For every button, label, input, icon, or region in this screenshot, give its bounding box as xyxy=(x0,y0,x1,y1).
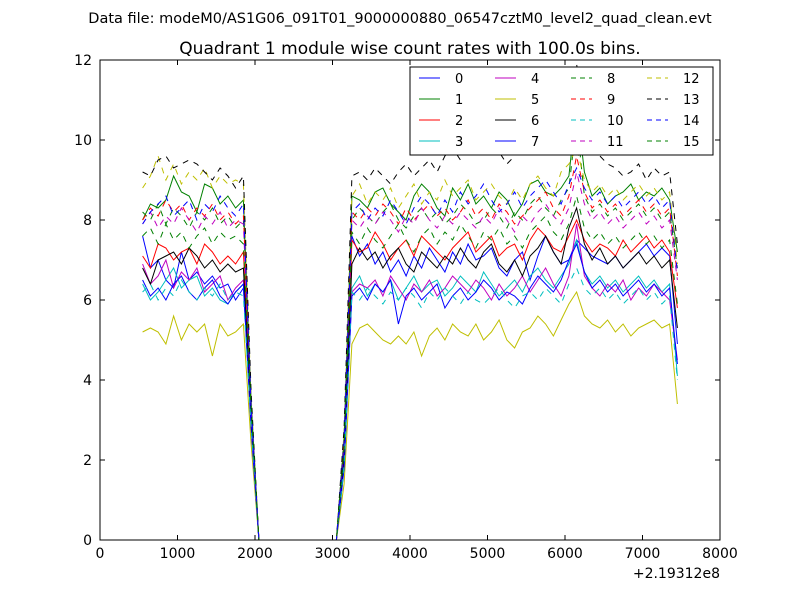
legend-label-9: 9 xyxy=(607,93,615,108)
legend-box xyxy=(409,66,714,156)
y-tick-label: 0 xyxy=(83,533,92,549)
legend-label-2: 2 xyxy=(455,114,463,129)
x-tick-label: 1000 xyxy=(160,546,196,562)
series-line-10 xyxy=(142,266,678,541)
series-line-8 xyxy=(142,119,678,541)
legend-label-7: 7 xyxy=(531,135,539,150)
x-tick-label: 4000 xyxy=(392,546,428,562)
legend-label-15: 15 xyxy=(683,135,700,150)
x-tick-label: 5000 xyxy=(470,546,506,562)
legend-label-14: 14 xyxy=(683,114,700,129)
y-tick-label: 6 xyxy=(83,293,92,309)
y-tick-label: 8 xyxy=(83,213,92,229)
series-line-9 xyxy=(142,155,678,541)
x-tick-label: 0 xyxy=(96,546,105,562)
y-tick-label: 12 xyxy=(74,53,92,69)
legend-label-0: 0 xyxy=(455,72,463,87)
series-line-1 xyxy=(142,103,678,541)
x-axis-offset-label: +2.19312e8 xyxy=(633,566,720,582)
y-tick-label: 4 xyxy=(83,373,92,389)
legend-label-1: 1 xyxy=(455,93,463,108)
x-tick-label: 2000 xyxy=(237,546,273,562)
series-line-15 xyxy=(142,194,678,541)
legend-label-3: 3 xyxy=(455,135,463,150)
series-line-6 xyxy=(142,206,678,541)
legend-label-10: 10 xyxy=(607,114,624,129)
series-line-11 xyxy=(142,171,678,541)
y-tick-label: 10 xyxy=(74,133,92,149)
legend-label-13: 13 xyxy=(683,93,700,108)
axis-ticks: 0 1000 2000 3000 4000 5000 6000 7000 80000246810… xyxy=(74,53,738,562)
legend-label-5: 5 xyxy=(531,93,539,108)
series-line-12 xyxy=(142,146,678,541)
y-tick-label: 2 xyxy=(83,453,92,469)
figure-suptitle: Data file: modeM0/AS1G06_091T01_90000008… xyxy=(88,11,712,27)
series-line-2 xyxy=(142,218,678,541)
series-line-7 xyxy=(142,242,678,541)
chart-title: Quadrant 1 module wise count rates with … xyxy=(179,39,640,59)
series-line-5 xyxy=(142,290,678,541)
legend-label-12: 12 xyxy=(683,72,700,87)
plot-area xyxy=(142,63,678,541)
legend-label-8: 8 xyxy=(607,72,615,87)
x-tick-label: 6000 xyxy=(547,546,583,562)
x-tick-label: 8000 xyxy=(702,546,738,562)
series-line-14 xyxy=(142,166,678,541)
x-tick-label: 3000 xyxy=(315,546,351,562)
legend-label-6: 6 xyxy=(531,114,539,129)
legend-label-4: 4 xyxy=(531,72,539,87)
series-line-13 xyxy=(142,63,678,541)
x-tick-label: 7000 xyxy=(625,546,661,562)
legend-label-11: 11 xyxy=(607,135,624,150)
